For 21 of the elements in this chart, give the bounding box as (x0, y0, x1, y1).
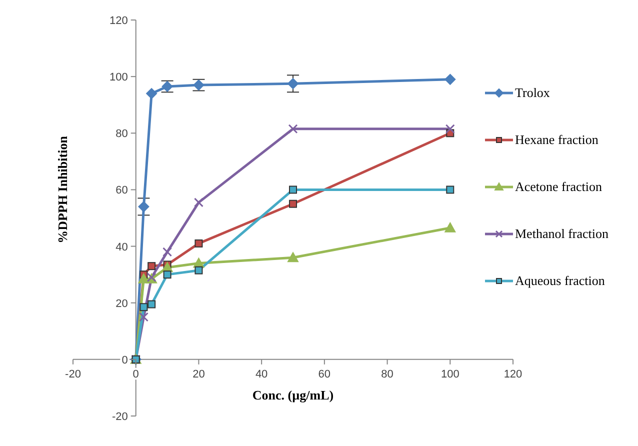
legend-label: Trolox (515, 85, 550, 101)
legend-label: Aqueous fraction (515, 273, 605, 289)
y-tick-label: 40 (116, 241, 128, 254)
x-tick-label: 80 (381, 368, 394, 380)
x-tick-label: 100 (440, 368, 460, 380)
legend-label: Acetone fraction (515, 179, 602, 195)
x-tick-label: 20 (192, 368, 205, 380)
y-axis-title: %DPPH Inhibition (55, 135, 70, 244)
y-tick-label: 100 (110, 72, 128, 84)
x-tick-label: 40 (255, 368, 268, 380)
legend-label: Hexane fraction (515, 132, 598, 148)
x-tick-label: 120 (504, 368, 522, 380)
y-tick-label: 80 (116, 128, 128, 140)
y-tick-label: -20 (112, 411, 128, 423)
x-axis-title: Conc. (µg/mL) (252, 387, 334, 402)
x-tick-label: 60 (318, 368, 331, 380)
y-tick-label: 20 (116, 298, 128, 310)
y-tick-label: 60 (116, 184, 128, 197)
x-tick-label: -20 (65, 368, 81, 380)
legend-label: Methanol fraction (515, 226, 608, 242)
y-tick-label: 120 (110, 15, 128, 27)
